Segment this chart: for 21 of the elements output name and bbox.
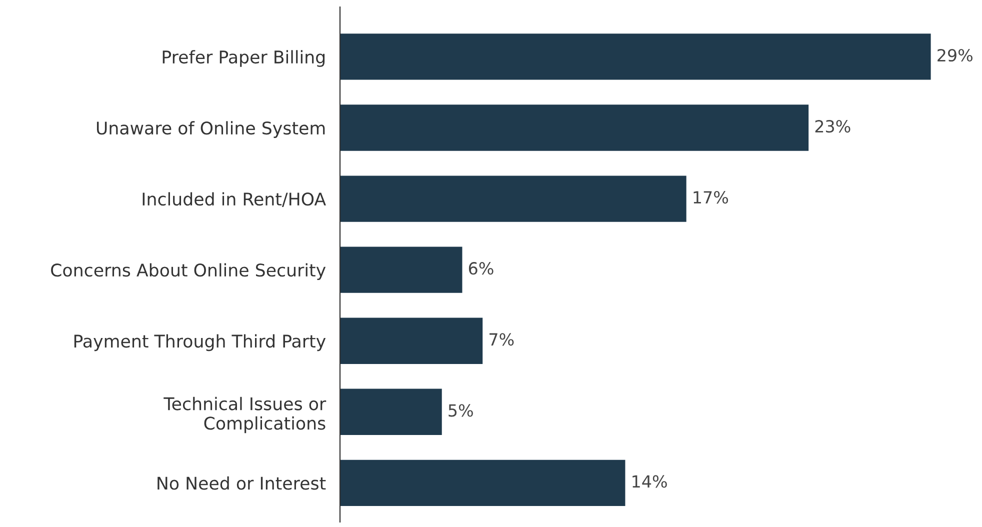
y-tick-label: No Need or Interest [158,476,326,490]
bar [340,34,931,80]
y-tick-label: Technical Issues or Complications [164,396,326,434]
y-tick-label: Payment Through Third Party [74,334,326,352]
bar [340,318,483,364]
data-label: 23% [815,120,850,133]
data-label: 5% [448,404,473,417]
bar [340,246,462,293]
bar [340,104,809,151]
bar [340,176,686,222]
data-label: 17% [694,191,728,204]
y-tick-label: Unaware of Online System [96,121,325,138]
data-label: 6% [468,262,494,275]
y-tick-label: Included in Rent/HOA [142,192,326,207]
data-label: 14% [632,475,667,488]
bar [340,460,626,506]
y-tick-label: Concerns About Online Security [51,263,326,280]
data-label: 7% [490,333,514,346]
bar [340,388,442,435]
y-tick-label: Prefer Paper Billing [162,50,325,67]
data-label: 29% [938,48,972,62]
